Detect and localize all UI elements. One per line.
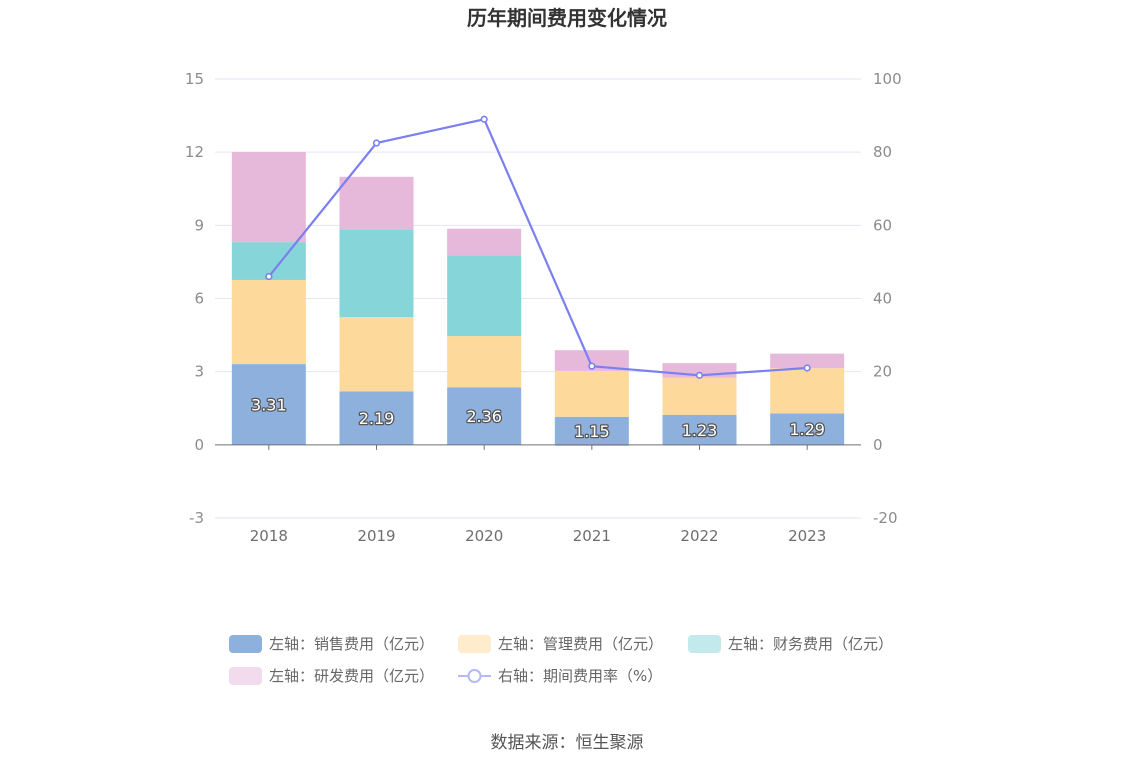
legend-label: 左轴：研发费用（亿元） bbox=[269, 667, 434, 685]
bar-segment bbox=[554, 350, 629, 371]
bar-segment bbox=[770, 368, 845, 414]
rate-line bbox=[265, 115, 811, 379]
bar-segment bbox=[339, 317, 414, 392]
bar-segment bbox=[662, 414, 737, 445]
bar-segment bbox=[554, 416, 629, 445]
right-tick-label: 80 bbox=[873, 143, 892, 161]
left-tick-label: 3 bbox=[194, 363, 204, 381]
legend: 左轴：销售费用（亿元） 左轴：管理费用（亿元） 左轴：财务费用（亿元） 左轴：研发费用… bbox=[229, 635, 893, 685]
bar-data-label: 2.19 bbox=[359, 409, 395, 428]
bar-segment bbox=[231, 151, 306, 243]
right-tick-label: 100 bbox=[873, 70, 902, 88]
x-tick-label: 2023 bbox=[788, 527, 826, 545]
right-tick-label: 20 bbox=[873, 363, 892, 381]
legend-label: 左轴：财务费用（亿元） bbox=[728, 635, 893, 653]
bar-data-label: 3.31 bbox=[251, 395, 287, 414]
bar-segment bbox=[447, 228, 522, 256]
right-tick-label: 60 bbox=[873, 216, 892, 234]
legend-swatch bbox=[688, 635, 721, 653]
left-tick-label: 12 bbox=[185, 143, 204, 161]
rate-point bbox=[588, 362, 596, 370]
legend-swatch bbox=[229, 667, 262, 685]
left-tick-label: -3 bbox=[189, 509, 204, 527]
x-tick-label: 2018 bbox=[250, 527, 288, 545]
x-axis-ticks: 2018 2019 2020 2021 2022 2023 bbox=[250, 444, 826, 545]
bar-segment bbox=[447, 336, 522, 388]
left-tick-label: 9 bbox=[194, 216, 204, 234]
x-tick-label: 2020 bbox=[465, 527, 503, 545]
right-tick-label: -20 bbox=[873, 509, 898, 527]
x-tick-label: 2019 bbox=[357, 527, 395, 545]
source-note: 数据来源：恒生聚源 bbox=[491, 733, 644, 753]
left-tick-label: 6 bbox=[194, 290, 204, 308]
left-tick-label: 0 bbox=[194, 436, 204, 454]
bar-data-label: 1.29 bbox=[789, 420, 825, 439]
rate-point bbox=[803, 364, 811, 372]
bar-segment bbox=[770, 353, 845, 369]
legend-label: 右轴：期间费用率（%） bbox=[498, 667, 662, 685]
right-tick-label: 40 bbox=[873, 290, 892, 308]
bar-segment bbox=[447, 387, 522, 445]
grid bbox=[215, 78, 861, 519]
right-axis-ticks: -20 0 20 40 60 80 100 bbox=[873, 70, 902, 527]
rate-point bbox=[372, 139, 381, 147]
bar-segment bbox=[554, 370, 629, 417]
legend-marker bbox=[467, 669, 482, 683]
chart-title: 历年期间费用变化情况 bbox=[467, 6, 667, 30]
rate-point bbox=[695, 371, 704, 379]
bar-segment bbox=[339, 229, 414, 318]
x-tick-label: 2022 bbox=[680, 527, 718, 545]
legend-label: 左轴：销售费用（亿元） bbox=[269, 635, 434, 653]
bar-segment bbox=[231, 279, 306, 365]
bar-segment bbox=[662, 377, 737, 415]
bar-labels: 3.31 2.19 2.36 1.15 1.23 1.29 bbox=[250, 394, 826, 442]
bar-data-label: 1.23 bbox=[682, 421, 718, 440]
legend-swatch bbox=[229, 635, 262, 653]
rate-line-path bbox=[267, 117, 808, 377]
legend-swatch bbox=[458, 635, 491, 653]
x-tick-label: 2021 bbox=[573, 527, 611, 545]
legend-label: 左轴：管理费用（亿元） bbox=[498, 635, 663, 653]
left-axis-ticks: -3 0 3 6 9 12 15 bbox=[185, 70, 204, 527]
rate-point bbox=[480, 115, 488, 123]
bar-segment bbox=[231, 364, 306, 445]
bar-segment bbox=[770, 413, 845, 445]
right-tick-label: 0 bbox=[873, 436, 883, 454]
rate-point bbox=[265, 272, 273, 281]
left-tick-label: 15 bbox=[185, 70, 204, 88]
bar-data-label: 2.36 bbox=[466, 407, 502, 426]
bar-data-label: 1.15 bbox=[574, 422, 610, 441]
bar-segment bbox=[339, 391, 414, 445]
bar-segment bbox=[447, 255, 522, 337]
bar-segment bbox=[339, 176, 414, 230]
